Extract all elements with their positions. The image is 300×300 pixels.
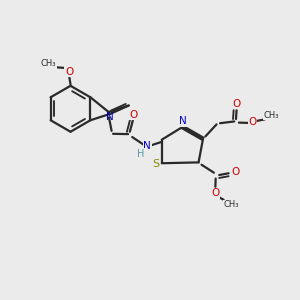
- Text: CH₃: CH₃: [264, 111, 279, 120]
- Text: O: O: [211, 188, 220, 198]
- Text: O: O: [65, 67, 73, 77]
- Text: N: N: [179, 116, 187, 126]
- Text: S: S: [152, 159, 160, 169]
- Text: O: O: [248, 117, 256, 127]
- Text: O: O: [232, 99, 241, 109]
- Text: CH₃: CH₃: [41, 59, 56, 68]
- Text: H: H: [137, 148, 144, 158]
- Text: CH₃: CH₃: [224, 200, 239, 209]
- Text: O: O: [129, 110, 137, 120]
- Text: N: N: [106, 112, 113, 122]
- Text: O: O: [232, 167, 240, 177]
- Text: N: N: [143, 141, 151, 151]
